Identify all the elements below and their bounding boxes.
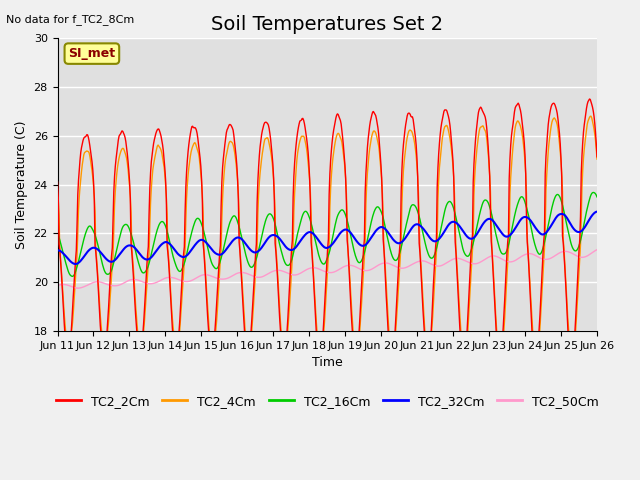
Text: SI_met: SI_met (68, 47, 115, 60)
Y-axis label: Soil Temperature (C): Soil Temperature (C) (15, 120, 28, 249)
Title: Soil Temperatures Set 2: Soil Temperatures Set 2 (211, 15, 444, 34)
X-axis label: Time: Time (312, 356, 342, 369)
Legend: TC2_2Cm, TC2_4Cm, TC2_16Cm, TC2_32Cm, TC2_50Cm: TC2_2Cm, TC2_4Cm, TC2_16Cm, TC2_32Cm, TC… (51, 390, 604, 413)
Text: No data for f_TC2_8Cm: No data for f_TC2_8Cm (6, 14, 134, 25)
